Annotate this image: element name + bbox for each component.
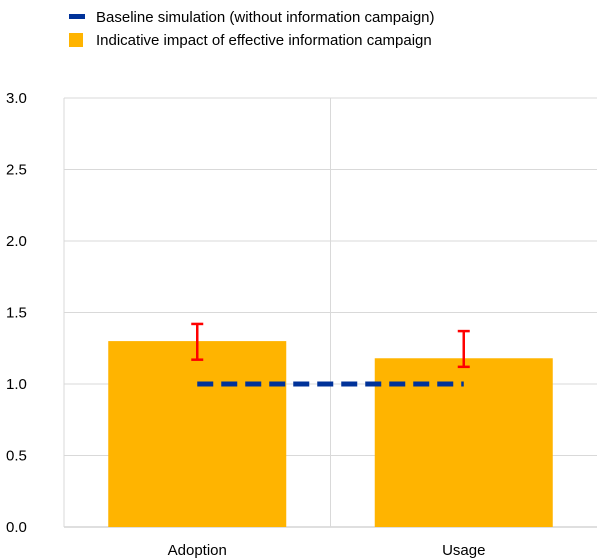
y-axis-tick-labels: 0.0 0.5 1.0 1.5 2.0 2.5 3.0: [6, 90, 27, 536]
y-tick-label: 0.0: [6, 519, 27, 536]
y-tick-label: 2.5: [6, 162, 27, 179]
legend-swatch-baseline: [69, 14, 85, 19]
error-bar-usage: [457, 329, 470, 369]
x-tick-label-adoption: Adoption: [168, 542, 227, 559]
y-tick-label: 1.0: [6, 376, 27, 393]
legend-label-baseline: Baseline simulation (without information…: [96, 9, 435, 26]
legend-label-impact: Indicative impact of effective informati…: [96, 32, 432, 49]
error-bars: [191, 322, 470, 369]
x-tick-label-usage: Usage: [442, 542, 485, 559]
y-tick-label: 2.0: [6, 233, 27, 250]
y-tick-label: 1.5: [6, 305, 27, 322]
x-axis-tick-labels: Adoption Usage: [168, 542, 486, 559]
y-tick-label: 0.5: [6, 448, 27, 465]
error-bar-adoption: [191, 322, 204, 361]
y-tick-label: 3.0: [6, 90, 27, 107]
bar-adoption: [108, 341, 287, 527]
legend: Baseline simulation (without information…: [69, 9, 435, 49]
legend-swatch-impact: [69, 33, 83, 47]
